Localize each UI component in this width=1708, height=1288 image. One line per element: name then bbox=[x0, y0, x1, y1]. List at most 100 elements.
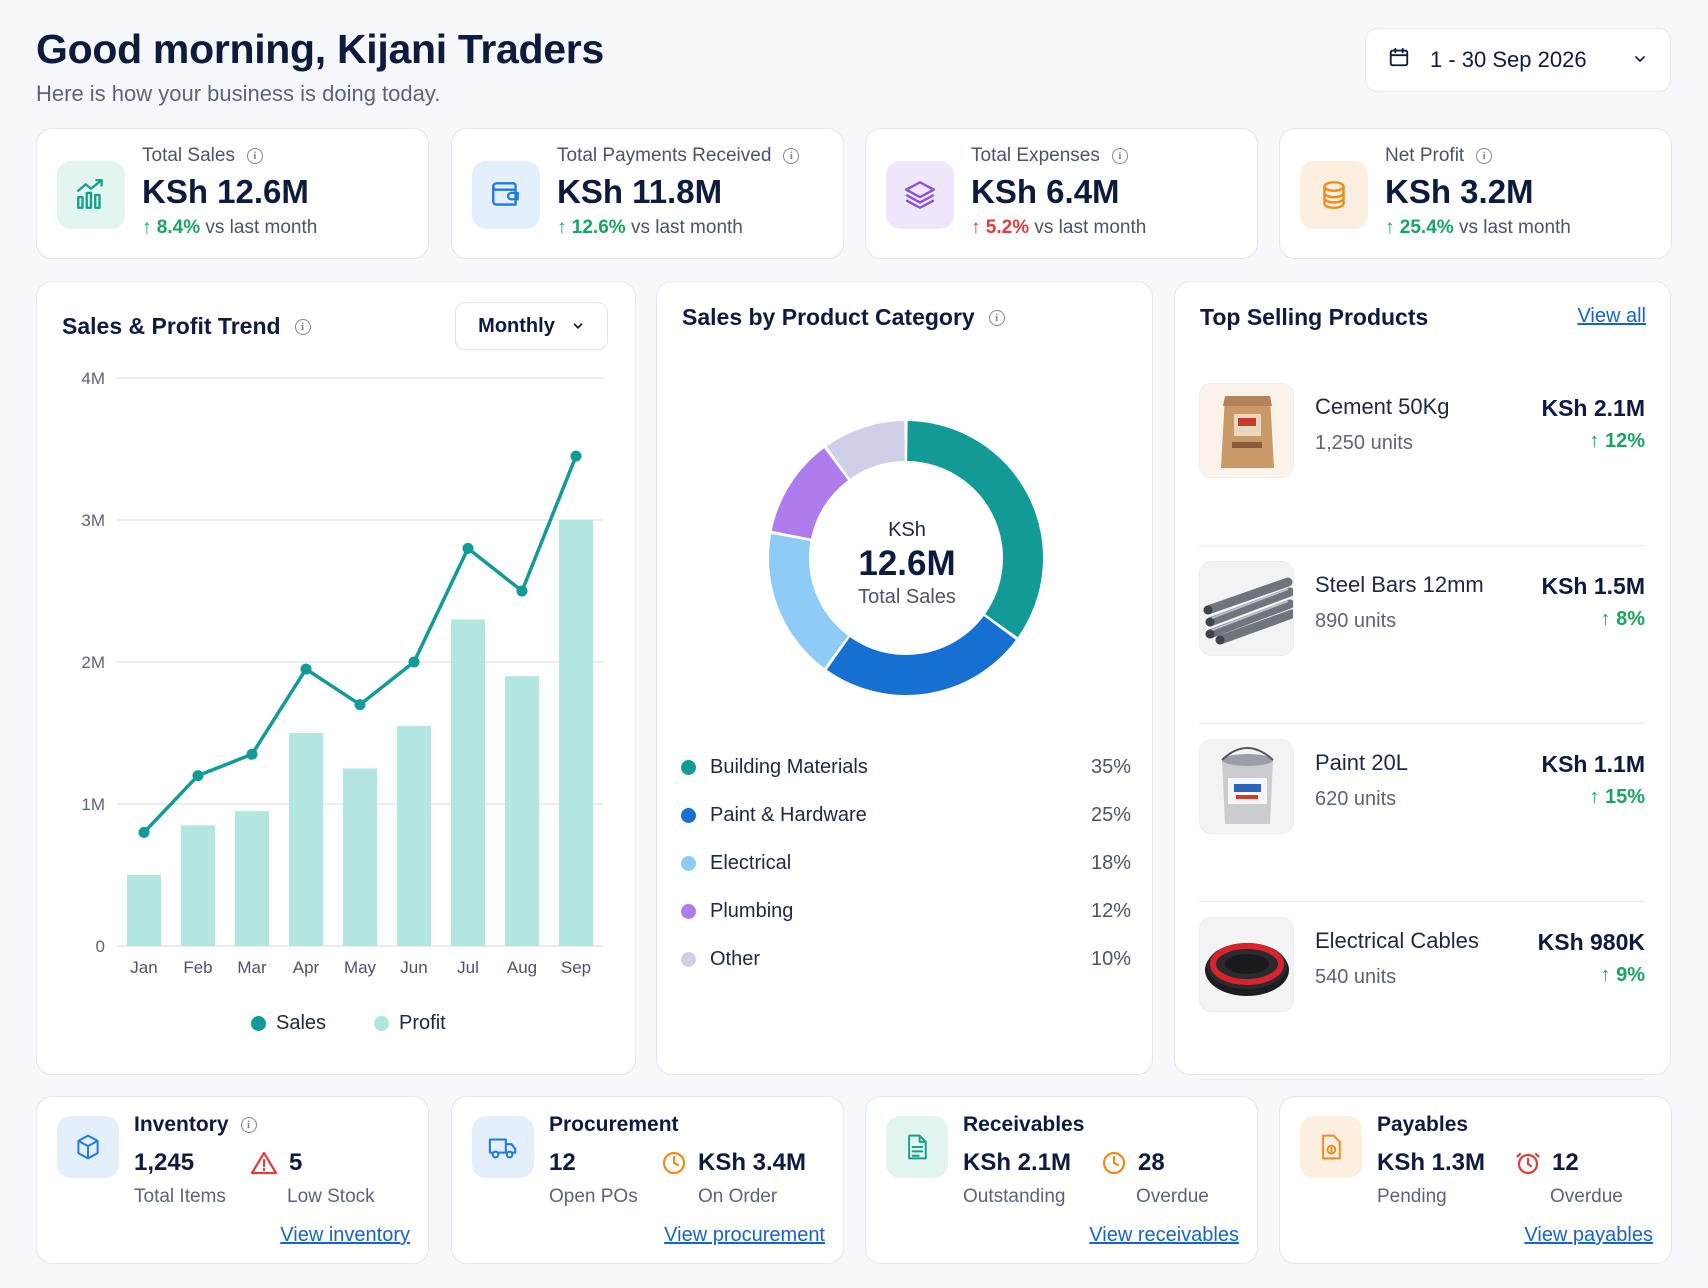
sales-point[interactable] bbox=[462, 542, 474, 554]
on-order-value: KSh 3.4M bbox=[662, 1149, 806, 1177]
info-icon[interactable]: i bbox=[240, 1117, 257, 1133]
donut-slice[interactable] bbox=[771, 448, 849, 539]
profit-bar[interactable] bbox=[451, 619, 485, 946]
open-pos-value: 12 bbox=[549, 1149, 576, 1176]
x-tick-label: Apr bbox=[293, 958, 320, 977]
donut-center-prefix: KSh bbox=[888, 519, 926, 541]
product-amount: KSh 2.1M bbox=[1541, 395, 1645, 421]
arrow-up-icon: ↑ bbox=[557, 217, 567, 238]
steel-bars-image bbox=[1199, 561, 1294, 656]
kpi-change: ↑ 5.2% vs last month bbox=[971, 217, 1147, 238]
period-select[interactable]: Monthly bbox=[455, 302, 608, 350]
info-icon[interactable]: i bbox=[783, 148, 800, 164]
box-icon bbox=[57, 1116, 119, 1178]
truck-icon bbox=[472, 1116, 534, 1178]
arrow-up-icon: ↑ bbox=[1589, 786, 1600, 808]
y-tick-label: 4M bbox=[81, 369, 105, 388]
bill-icon bbox=[1300, 1116, 1362, 1178]
divider bbox=[1199, 900, 1645, 902]
donut-center: KSh 12.6M Total Sales bbox=[807, 519, 1007, 609]
kpi-card-net-profit: Net Profit i KSh 3.2M ↑ 25.4% vs last mon… bbox=[1279, 128, 1672, 259]
arrow-up-icon: ↑ bbox=[1385, 217, 1395, 238]
low-stock-label: Low Stock bbox=[287, 1186, 375, 1207]
info-icon[interactable]: i bbox=[988, 309, 1005, 326]
pending-label: Pending bbox=[1377, 1186, 1447, 1207]
sales-point[interactable] bbox=[408, 656, 420, 668]
legend-label: Building Materials bbox=[710, 756, 868, 778]
view-procurement-link[interactable]: View procurement bbox=[664, 1224, 825, 1246]
legend-dot bbox=[681, 856, 696, 871]
donut-slice[interactable] bbox=[907, 421, 1043, 638]
profit-bar[interactable] bbox=[181, 825, 215, 946]
alarm-icon bbox=[1516, 1152, 1540, 1175]
clock-icon bbox=[1102, 1151, 1126, 1175]
product-amount: KSh 980K bbox=[1537, 929, 1645, 955]
category-legend-item[interactable]: Other 10% bbox=[681, 948, 1131, 971]
legend-dot bbox=[681, 952, 696, 967]
profit-bar[interactable] bbox=[127, 875, 161, 946]
y-tick-label: 1M bbox=[81, 795, 105, 814]
x-tick-label: Feb bbox=[183, 958, 212, 977]
legend-label: Plumbing bbox=[710, 900, 794, 922]
date-range-picker[interactable]: 1 - 30 Sep 2026 bbox=[1365, 28, 1671, 92]
y-tick-label: 3M bbox=[81, 511, 105, 530]
info-icon[interactable]: i bbox=[246, 148, 263, 164]
category-legend-item[interactable]: Plumbing 12% bbox=[681, 900, 1131, 923]
profit-bar[interactable] bbox=[505, 676, 539, 946]
info-icon[interactable]: i bbox=[1111, 148, 1128, 164]
view-receivables-link[interactable]: View receivables bbox=[1089, 1224, 1239, 1246]
divider bbox=[1199, 544, 1645, 546]
profit-bar[interactable] bbox=[397, 725, 431, 946]
legend-label: Paint & Hardware bbox=[710, 804, 867, 826]
profit-bar[interactable] bbox=[559, 520, 593, 946]
profit-bar[interactable] bbox=[235, 811, 269, 946]
info-icon[interactable]: i bbox=[1476, 148, 1493, 164]
view-all-link[interactable]: View all bbox=[1577, 305, 1646, 327]
category-legend-item[interactable]: Electrical 18% bbox=[681, 852, 1131, 875]
profit-bar[interactable] bbox=[289, 733, 323, 946]
category-legend-item[interactable]: Building Materials 35% bbox=[681, 756, 1131, 779]
product-row[interactable]: Electrical Cables 540 units KSh 980K ↑ 9… bbox=[1199, 902, 1645, 1080]
info-icon[interactable]: i bbox=[294, 318, 311, 335]
product-units: 540 units bbox=[1315, 966, 1397, 988]
category-legend-item[interactable]: Paint & Hardware 25% bbox=[681, 804, 1131, 827]
clock-icon bbox=[662, 1151, 686, 1175]
sales-point[interactable] bbox=[300, 663, 312, 675]
sales-point[interactable] bbox=[192, 770, 204, 782]
legend-dot bbox=[681, 760, 696, 775]
open-pos-label: Open POs bbox=[549, 1186, 638, 1207]
coins-icon bbox=[1300, 161, 1368, 229]
kpi-label: Total Sales bbox=[142, 145, 235, 166]
donut-slice[interactable] bbox=[769, 533, 849, 668]
legend-percent: 35% bbox=[1090, 756, 1131, 778]
product-row[interactable]: Paint 20L 620 units KSh 1.1M ↑ 15% bbox=[1199, 724, 1645, 902]
legend-dot bbox=[681, 808, 696, 823]
arrow-up-icon: ↑ bbox=[1600, 964, 1611, 986]
greeting-title: Good morning, Kijani Traders bbox=[36, 26, 604, 72]
product-row[interactable]: Cement 50Kg 1,250 units KSh 2.1M ↑ 12% bbox=[1199, 368, 1645, 546]
trend-chart: 0 1M 2M 3M 4M Jan Feb Mar Apr May Jun Jul Aug Sep bbox=[81, 369, 603, 977]
inventory-card: Inventory i 1,245 Total Items 5 Low Stock… bbox=[36, 1096, 429, 1264]
sales-point[interactable] bbox=[354, 699, 366, 711]
kpi-card-total-sales: Total Sales i KSh 12.6M ↑ 8.4% vs last mo… bbox=[36, 128, 429, 259]
donut-slice[interactable] bbox=[826, 615, 1016, 695]
kpi-value: KSh 3.2M bbox=[1385, 173, 1534, 210]
profit-bar[interactable] bbox=[343, 768, 377, 947]
product-name: Paint 20L bbox=[1315, 750, 1408, 775]
sales-point[interactable] bbox=[246, 748, 258, 760]
arrow-up-icon: ↑ bbox=[971, 217, 981, 238]
sales-point[interactable] bbox=[516, 585, 528, 597]
donut-chart bbox=[769, 421, 1043, 695]
receivables-card: Receivables KSh 2.1M Outstanding 28 Over… bbox=[865, 1096, 1258, 1264]
sales-profit-trend-card: Sales & Profit Trend i Monthly 0 1M 2M 3M 4M… bbox=[36, 281, 636, 1075]
donut-slice[interactable] bbox=[826, 421, 905, 479]
kpi-label: Total Expenses bbox=[971, 145, 1100, 166]
product-change: ↑ 15% bbox=[1589, 786, 1645, 808]
arrow-up-icon: ↑ bbox=[1589, 430, 1600, 452]
product-row[interactable]: Steel Bars 12mm 890 units KSh 1.5M ↑ 8% bbox=[1199, 546, 1645, 724]
sales-point[interactable] bbox=[138, 826, 150, 838]
view-inventory-link[interactable]: View inventory bbox=[280, 1224, 410, 1246]
kpi-change: ↑ 8.4% vs last month bbox=[142, 217, 318, 238]
sales-point[interactable] bbox=[570, 450, 582, 462]
view-payables-link[interactable]: View payables bbox=[1524, 1224, 1653, 1246]
